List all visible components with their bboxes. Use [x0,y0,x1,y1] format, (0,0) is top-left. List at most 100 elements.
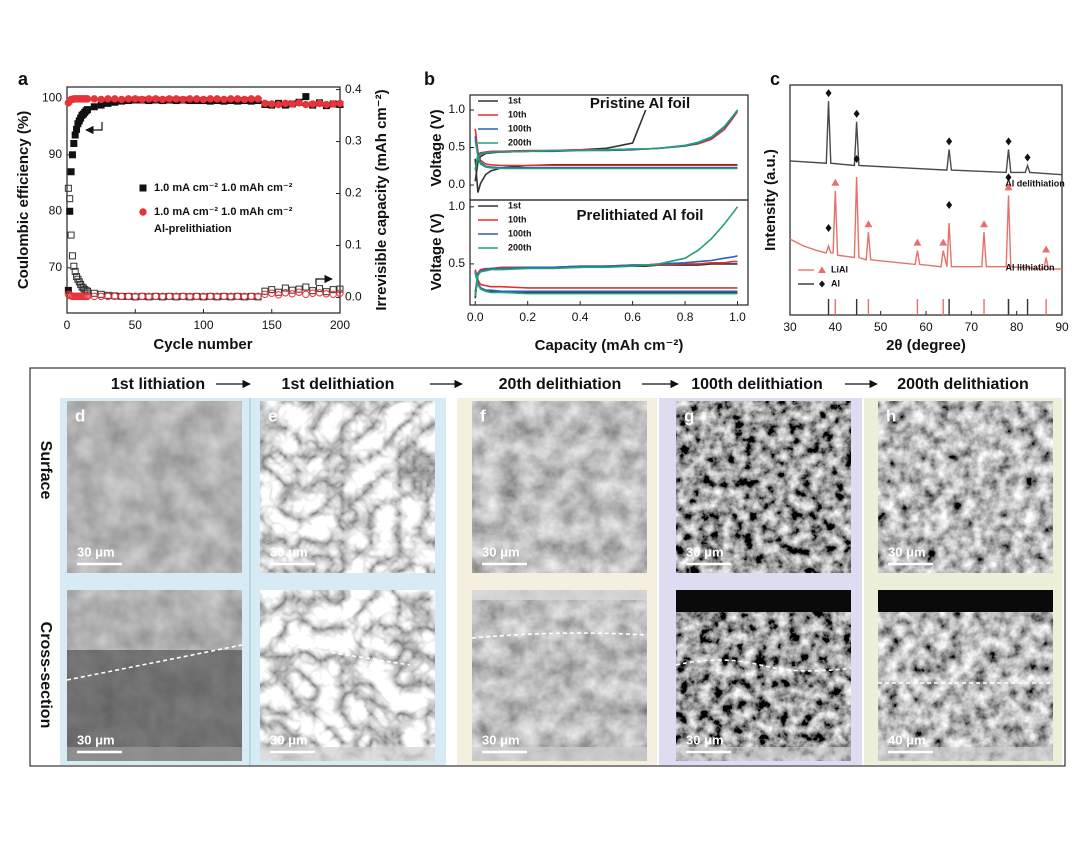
data-point [227,95,235,103]
legend-label: 200th [508,137,532,147]
y-axis-label: Voltage (V) [428,109,445,186]
sem-base [260,747,435,761]
data-point [71,131,79,139]
data-point [90,103,98,111]
axis-arrow [85,122,103,135]
column-header: 200th delithiation [897,376,1029,393]
scale-bar-label: 30 μm [270,732,308,747]
x-tick-label: 50 [874,320,888,334]
panel-letter: c [770,69,780,89]
peak-marker [980,220,989,228]
data-point [322,100,331,109]
discharge-curve [474,128,738,167]
sem-image [878,401,1053,573]
data-point [206,95,215,103]
data-point [240,95,249,104]
data-point [309,287,317,295]
y-tick-label: 0.5 [448,140,465,154]
data-point [275,288,283,296]
data-point [302,283,310,291]
scale-bar-label: 30 μm [270,544,308,559]
data-point [179,292,187,301]
data-point [70,262,78,270]
peak-marker [946,201,953,209]
discharge-curve [474,272,738,294]
data-point [274,291,283,299]
x-tick-label: 0.4 [572,310,589,324]
data-point [316,285,324,293]
data-point [254,292,262,301]
data-point [247,292,255,301]
data-point [274,100,283,109]
data-point [192,95,201,103]
data-point [268,100,276,108]
pattern-label: Al lithiation [1006,262,1055,272]
panel-letter: d [75,406,85,425]
data-point [67,168,75,176]
x-tick-label: 150 [262,318,282,332]
pattern-label: Al delithiation [1005,178,1065,188]
scale-bar-label: 40 μm [888,732,926,747]
data-point [66,207,74,215]
data-point [73,125,81,133]
y-tick-label: 100 [42,90,62,104]
legend-label: 10th [508,109,527,119]
legend-label: 1st [508,200,521,210]
legend-label: Al [831,278,840,288]
data-point [152,95,160,103]
peak-marker [913,238,922,246]
data-point [254,95,262,103]
sem-image [260,401,435,573]
panel-letter: a [18,69,29,89]
sem-background [878,590,1053,612]
sem-image [676,590,851,761]
y-tick-label: 80 [49,203,63,217]
panel-letter: h [886,406,896,425]
peak-marker [939,238,948,246]
data-point [295,288,303,296]
sem-base [67,747,242,761]
y-tick-label: 1.0 [448,102,465,116]
legend-marker [818,266,826,273]
data-point [206,292,215,301]
row-label: Surface [37,441,54,500]
axis-arrow [315,274,333,285]
interface-line [66,644,243,681]
data-point [329,286,337,294]
data-point [192,292,201,301]
x-tick-label: 1.0 [729,310,746,324]
data-point [124,95,133,103]
plot-frame [469,199,749,306]
data-point [336,285,344,293]
sem-background [676,590,851,612]
column-header: 20th delithiation [499,376,622,393]
charge-curve [474,206,739,297]
sem-image [260,590,435,761]
discharge-curve [474,271,738,295]
legend-marker [139,184,147,192]
pattern-line [789,101,1063,176]
sem-frame [29,367,1066,767]
x-tick-label: 30 [783,320,797,334]
y-tick-label: 70 [49,260,63,274]
data-point [268,289,276,297]
data-point [64,184,72,192]
data-point [322,290,331,298]
x-tick-label: 40 [829,320,843,334]
data-point [70,140,78,147]
interface-line [675,659,852,672]
charge-curve [474,109,739,171]
sem-shade [67,650,242,761]
data-point [66,195,74,203]
data-point [220,95,228,104]
column-header: 1st delithiation [282,376,395,393]
panel-letter: e [268,406,277,425]
pattern-line [789,176,1062,270]
panel-letter: f [480,406,486,425]
scale-bar-label: 30 μm [482,732,520,747]
data-point [315,99,324,108]
row-label: Cross-section [37,622,54,729]
data-point [329,100,337,108]
data-point [247,95,255,103]
x-tick-label: 0.6 [624,310,641,324]
